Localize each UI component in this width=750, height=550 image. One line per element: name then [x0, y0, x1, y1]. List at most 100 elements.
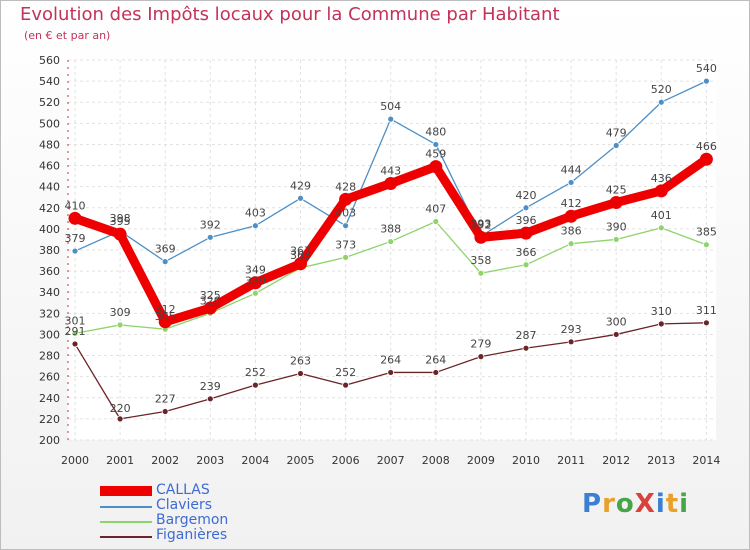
data-point [522, 344, 530, 352]
data-point [387, 369, 395, 376]
legend-label-bargemon: Bargemon [156, 512, 229, 528]
data-label: 540 [696, 62, 717, 75]
data-label: 220 [110, 402, 131, 415]
x-tick-label: 2001 [106, 454, 134, 467]
y-tick-label: 380 [39, 244, 60, 257]
data-point [387, 115, 395, 123]
x-tick-label: 2008 [422, 454, 450, 467]
y-tick-label: 400 [39, 223, 60, 236]
data-point [522, 204, 530, 212]
data-label: 339 [245, 274, 266, 287]
data-label: 459 [425, 148, 446, 161]
legend-swatch-claviers [100, 506, 152, 508]
data-label: 429 [290, 179, 311, 192]
data-point [116, 415, 124, 423]
data-point [203, 301, 217, 315]
data-point [432, 369, 440, 376]
data-point [251, 381, 259, 389]
proxiti-logo: ProXiti [582, 489, 690, 519]
data-label: 310 [651, 305, 672, 318]
data-point [657, 98, 665, 106]
data-point [251, 289, 259, 297]
data-label: 398 [110, 212, 131, 225]
data-point [612, 142, 620, 149]
data-label: 428 [335, 180, 356, 193]
chart-title: Evolution des Impôts locaux pour la Comm… [20, 4, 560, 25]
data-label: 239 [200, 380, 221, 393]
x-tick-label: 2005 [287, 454, 315, 467]
data-label: 444 [561, 163, 582, 176]
data-point [703, 77, 710, 85]
data-label: 373 [335, 238, 356, 251]
data-label: 252 [335, 366, 356, 379]
x-tick-label: 2007 [377, 454, 405, 467]
data-point [654, 184, 668, 198]
y-tick-label: 220 [39, 413, 60, 426]
y-tick-label: 360 [39, 265, 60, 278]
y-tick-label: 280 [39, 350, 60, 363]
data-label: 386 [561, 225, 582, 238]
y-tick-label: 200 [39, 434, 60, 447]
data-label: 227 [155, 393, 176, 406]
data-point [113, 227, 127, 241]
y-tick-label: 340 [39, 286, 60, 299]
data-point [339, 192, 353, 206]
data-label: 410 [65, 199, 86, 212]
y-tick-label: 520 [39, 96, 60, 109]
data-point [567, 240, 575, 248]
data-point [429, 160, 443, 174]
data-label: 407 [425, 203, 446, 216]
data-point [699, 152, 713, 166]
data-point [161, 408, 169, 415]
data-label: 379 [65, 232, 86, 245]
y-tick-label: 420 [39, 202, 60, 215]
data-point [703, 319, 710, 327]
data-label: 263 [290, 355, 311, 368]
data-label: 396 [516, 214, 537, 227]
data-label: 443 [380, 165, 401, 178]
legend-label-claviers: Claviers [156, 497, 213, 513]
y-tick-label: 440 [39, 181, 60, 194]
y-tick-label: 540 [39, 75, 60, 88]
data-label: 436 [651, 172, 672, 185]
x-tick-label: 2000 [61, 454, 89, 467]
chart-subtitle: (en € et par an) [24, 29, 111, 42]
data-label: 301 [65, 314, 86, 327]
data-point [248, 276, 262, 290]
data-point [387, 238, 395, 245]
data-point [474, 230, 488, 244]
data-point [564, 209, 578, 223]
y-tick-label: 320 [39, 307, 60, 320]
data-label: 300 [606, 315, 627, 328]
data-point [612, 331, 620, 338]
data-label: 385 [696, 226, 717, 239]
data-label: 279 [470, 338, 491, 351]
data-label: 392 [470, 218, 491, 231]
data-point [158, 315, 172, 329]
data-point [432, 218, 440, 225]
data-label: 309 [110, 306, 131, 319]
x-tick-label: 2004 [241, 454, 269, 467]
data-label: 252 [245, 366, 266, 379]
data-point [522, 261, 530, 269]
data-label: 420 [516, 189, 537, 202]
legend-swatch-callas [100, 486, 152, 496]
x-tick-label: 2012 [602, 454, 630, 467]
data-point [294, 257, 307, 271]
data-label: 287 [516, 329, 537, 342]
data-label: 369 [155, 243, 176, 256]
data-point [342, 381, 350, 389]
y-tick-label: 300 [39, 328, 60, 341]
data-label: 366 [516, 246, 537, 259]
data-label: 395 [110, 215, 131, 228]
data-label: 264 [425, 353, 446, 366]
y-tick-label: 260 [39, 371, 60, 384]
y-tick-label: 240 [39, 392, 60, 405]
data-point [71, 340, 79, 348]
data-point [477, 269, 485, 277]
data-label: 401 [651, 209, 672, 222]
data-point [206, 395, 214, 403]
x-tick-label: 2010 [512, 454, 540, 467]
data-label: 363 [290, 249, 311, 262]
data-label: 466 [696, 140, 717, 153]
